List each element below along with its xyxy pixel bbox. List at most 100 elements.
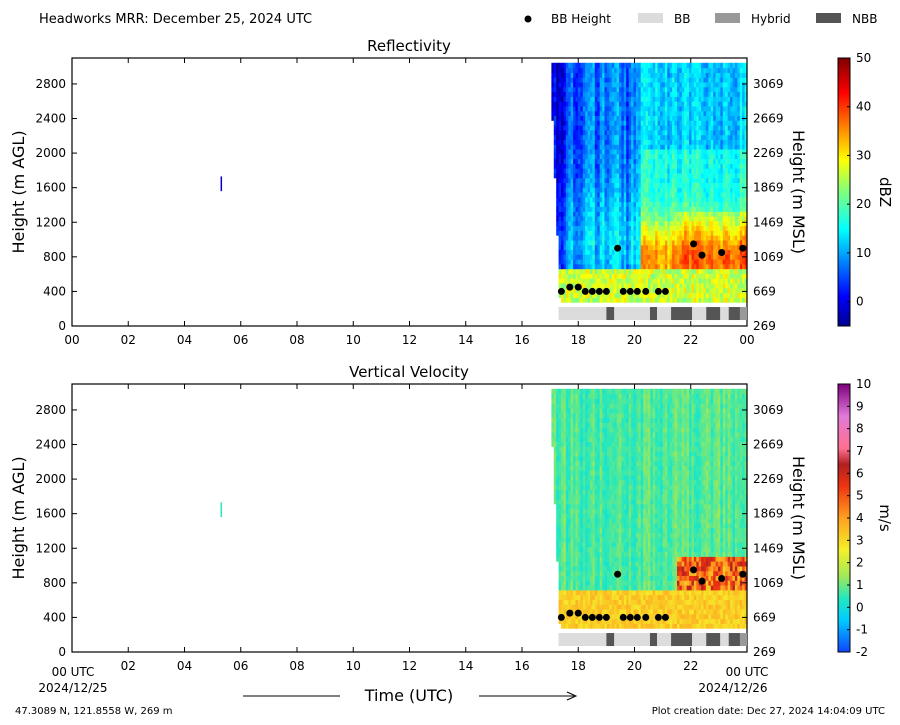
- heatmap-cell: [594, 604, 598, 610]
- heatmap-cell: [597, 532, 601, 538]
- heatmap-cell: [701, 273, 705, 279]
- heatmap-cell: [667, 139, 671, 145]
- heatmap-cell: [734, 134, 738, 140]
- heatmap-cell: [565, 67, 569, 73]
- heatmap-cell: [691, 72, 695, 78]
- heatmap-cell: [592, 259, 596, 265]
- heatmap-cell: [744, 67, 748, 73]
- heatmap-cell: [686, 206, 690, 212]
- heatmap-cell: [551, 72, 555, 78]
- heatmap-cell: [619, 153, 622, 160]
- heatmap-cell: [611, 110, 615, 116]
- heatmap-cell: [573, 508, 577, 514]
- heatmap-cell: [594, 148, 598, 155]
- heatmap-cell: [674, 239, 678, 246]
- heatmap-cell: [616, 134, 620, 140]
- heatmap-cell: [628, 244, 632, 250]
- heatmap-cell: [573, 254, 577, 260]
- heatmap-cell: [577, 192, 581, 198]
- heatmap-cell: [614, 158, 618, 164]
- heatmap-cell: [604, 201, 608, 207]
- heatmap-cell: [739, 125, 743, 131]
- heatmap-cell: [727, 96, 731, 102]
- heatmap-cell: [693, 110, 697, 116]
- heatmap-cell: [604, 259, 608, 265]
- heatmap-cell: [722, 110, 726, 116]
- heatmap-cell: [585, 215, 589, 222]
- heatmap-cell: [742, 268, 746, 274]
- heatmap-cell: [667, 259, 671, 265]
- heatmap-cell: [585, 537, 589, 543]
- heatmap-cell: [606, 105, 610, 112]
- heatmap-cell: [582, 561, 586, 567]
- heatmap-cell: [594, 393, 598, 399]
- heatmap-cell: [715, 196, 719, 203]
- heatmap-cell: [691, 158, 695, 164]
- heatmap-cell: [614, 206, 618, 212]
- heatmap-cell: [660, 144, 664, 150]
- heatmap-cell: [672, 244, 676, 250]
- heatmap-cell: [580, 474, 584, 481]
- heatmap-cell: [616, 172, 620, 179]
- heatmap-cell: [582, 427, 586, 433]
- heatmap-cell: [614, 239, 618, 246]
- heatmap-cell: [558, 105, 562, 112]
- heatmap-cell: [582, 537, 586, 543]
- heatmap-cell: [635, 282, 639, 289]
- heatmap-cell: [696, 192, 700, 198]
- heatmap-cell: [713, 244, 717, 250]
- heatmap-cell: [662, 182, 666, 188]
- heatmap-cell: [590, 580, 593, 586]
- heatmap-cell: [669, 144, 673, 150]
- heatmap-cell: [626, 105, 630, 112]
- heatmap-cell: [739, 249, 743, 255]
- heatmap-cell: [599, 211, 603, 217]
- heatmap-cell: [561, 139, 564, 145]
- heatmap-cell: [558, 403, 562, 409]
- heatmap-cell: [664, 282, 668, 289]
- heatmap-cell: [587, 441, 591, 447]
- heatmap-cell: [691, 105, 695, 112]
- heatmap-cell: [734, 249, 738, 255]
- heatmap-cell: [679, 62, 683, 69]
- heatmap-cell: [568, 546, 572, 553]
- heatmap-cell: [599, 235, 603, 241]
- heatmap-cell: [662, 192, 666, 198]
- heatmap-cell: [645, 120, 649, 126]
- heatmap-cell: [582, 91, 586, 97]
- heatmap-cell: [664, 278, 668, 284]
- heatmap-cell: [580, 77, 584, 83]
- heatmap-cell: [577, 407, 581, 414]
- heatmap-cell: [604, 91, 608, 97]
- heatmap-cell: [693, 153, 697, 160]
- heatmap-cell: [611, 206, 615, 212]
- heatmap-cell: [722, 278, 726, 284]
- heatmap-cell: [708, 177, 712, 183]
- heatmap-cell: [710, 215, 714, 222]
- heatmap-cell: [667, 115, 671, 121]
- heatmap-cell: [667, 263, 671, 270]
- heatmap-cell: [580, 96, 584, 102]
- heatmap-cell: [570, 489, 574, 495]
- heatmap-cell: [643, 125, 647, 131]
- heatmap-cell: [703, 101, 707, 107]
- heatmap-cell: [662, 230, 666, 236]
- heatmap-cell: [597, 278, 601, 284]
- heatmap-cell: [696, 297, 700, 303]
- heatmap-cell: [599, 263, 603, 270]
- heatmap-cell: [718, 182, 721, 188]
- heatmap-cell: [594, 465, 598, 471]
- heatmap-cell: [592, 494, 596, 500]
- heatmap-cell: [606, 163, 610, 169]
- heatmap-cell: [693, 263, 697, 270]
- heatmap-cell: [696, 120, 700, 126]
- heatmap-cell: [570, 215, 574, 222]
- heatmap-cell: [628, 187, 632, 193]
- heatmap-cell: [648, 273, 651, 279]
- heatmap-cell: [669, 273, 673, 279]
- heatmap-cell: [696, 249, 700, 255]
- heatmap-cell: [582, 446, 586, 452]
- heatmap-cell: [597, 561, 601, 567]
- heatmap-cell: [573, 134, 577, 140]
- heatmap-cell: [652, 91, 656, 97]
